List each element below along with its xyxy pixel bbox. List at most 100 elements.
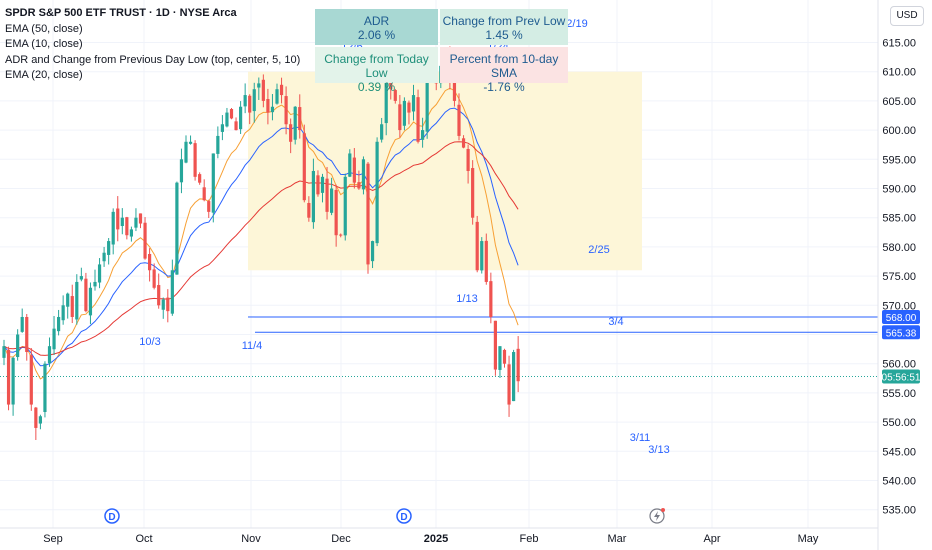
candle-body [289,124,293,142]
candle-body [239,106,243,130]
candle-body [461,138,466,148]
sma-cell: Percent from 10-day SMA -1.76 % [440,47,568,94]
candle-body [93,281,97,287]
highlight-rect [248,71,642,271]
candle-body [84,278,88,312]
candle-body [307,202,311,218]
symbol-title: SPDR S&P 500 ETF TRUST · 1D · NYSE Arca [5,7,237,19]
candle-body [188,141,193,144]
candle-body [157,285,161,306]
candle-body [475,221,479,271]
candle-body [229,109,234,119]
y-tick-label: 615.00 [882,38,916,50]
candle-body [293,106,297,140]
candle-body [66,293,70,307]
candle-body [148,253,152,271]
candle-body [248,95,252,113]
adr-value: 2.06 % [357,28,396,42]
date-annotation: 11/4 [242,340,263,352]
prev-low-value: 1.45 % [485,28,523,42]
date-annotation: 2/19 [566,18,587,30]
sma-value: -1.76 % [483,80,525,94]
candle-body [257,83,261,88]
candle-body [320,176,325,193]
candle-body [207,201,211,212]
today-low-label: Change from Today Low [324,52,429,80]
candle-body [407,102,411,113]
y-tick-label: 560.00 [882,359,916,371]
candle-body [243,95,247,107]
candle-body [352,157,356,183]
candle-body [402,100,406,126]
candle-body [389,78,393,90]
price-tag-565: 565.38 [886,328,917,339]
candle-body [325,178,329,212]
horizontal-lines [0,316,878,378]
candle-body [252,89,256,112]
candle-body [366,163,370,265]
candle-body [20,316,24,332]
candle-body [70,296,74,317]
price-axis: 535.00 540.00 545.00 550.00 555.00 560.00 565.… [877,0,916,550]
x-tick-label: Sep [43,533,63,545]
dividend-marker-label: D [108,512,115,523]
currency-button[interactable]: USD [890,6,924,26]
indicator-adr[interactable]: ADR and Change from Previous Day Low (to… [5,53,301,66]
y-tick-label: 610.00 [882,67,916,79]
dividend-marker-label: D [400,512,407,523]
y-tick-label: 535.00 [882,505,916,517]
prev-low-cell: Change from Prev Low 1.45 % [440,9,568,45]
candle-body [316,175,320,195]
y-tick-label: 555.00 [882,388,916,400]
y-tick-label: 595.00 [882,154,916,166]
candle-body [375,141,379,244]
candle-body [202,187,206,201]
candle-body [466,149,470,171]
y-tick-label: 540.00 [882,476,916,488]
lightning-icon-glyph [654,511,660,521]
candle-body [266,99,270,113]
candle-body [489,281,493,317]
candle-body [193,143,197,177]
candle-body [134,217,138,228]
candle-body [16,334,20,358]
candle-body [270,106,275,113]
candle-body [234,121,238,131]
candle-body [79,276,83,280]
candle-body [302,133,306,201]
candle-body [211,153,215,213]
candle-body [143,222,147,259]
price-tag-568-bg [882,309,920,324]
price-tag-last: 05:56:51 [882,373,921,384]
candle-body [75,281,79,320]
candle-body [6,349,11,405]
date-annotation: 3/13 [648,444,669,456]
date-annotation: 3/11 [630,432,651,444]
candle-body [361,159,366,190]
date-annotation: 2/25 [588,244,609,256]
indicator-ema20[interactable]: EMA (20, close) [5,69,83,81]
candle-body [11,357,15,405]
indicator-ema50[interactable]: EMA (50, close) [5,22,83,35]
candle-body [88,287,93,316]
x-tick-label: May [798,533,819,545]
candle-body [452,78,457,101]
candle-body [507,364,511,405]
candle-body [284,96,288,125]
candle-body [339,234,343,236]
candle-body [398,104,402,131]
indicator-ema10[interactable]: EMA (10, close) [5,38,83,50]
y-tick-label: 580.00 [882,242,916,254]
x-tick-label: Feb [520,533,539,545]
candle-body [29,355,33,405]
candle-body [480,241,484,271]
y-tick-label: 590.00 [882,184,916,196]
y-tick-label: 550.00 [882,417,916,429]
candle-body [216,135,220,154]
candle-body [261,79,265,101]
candle-body [52,328,56,350]
candle-body [198,174,202,183]
x-tick-label: Apr [703,533,720,545]
